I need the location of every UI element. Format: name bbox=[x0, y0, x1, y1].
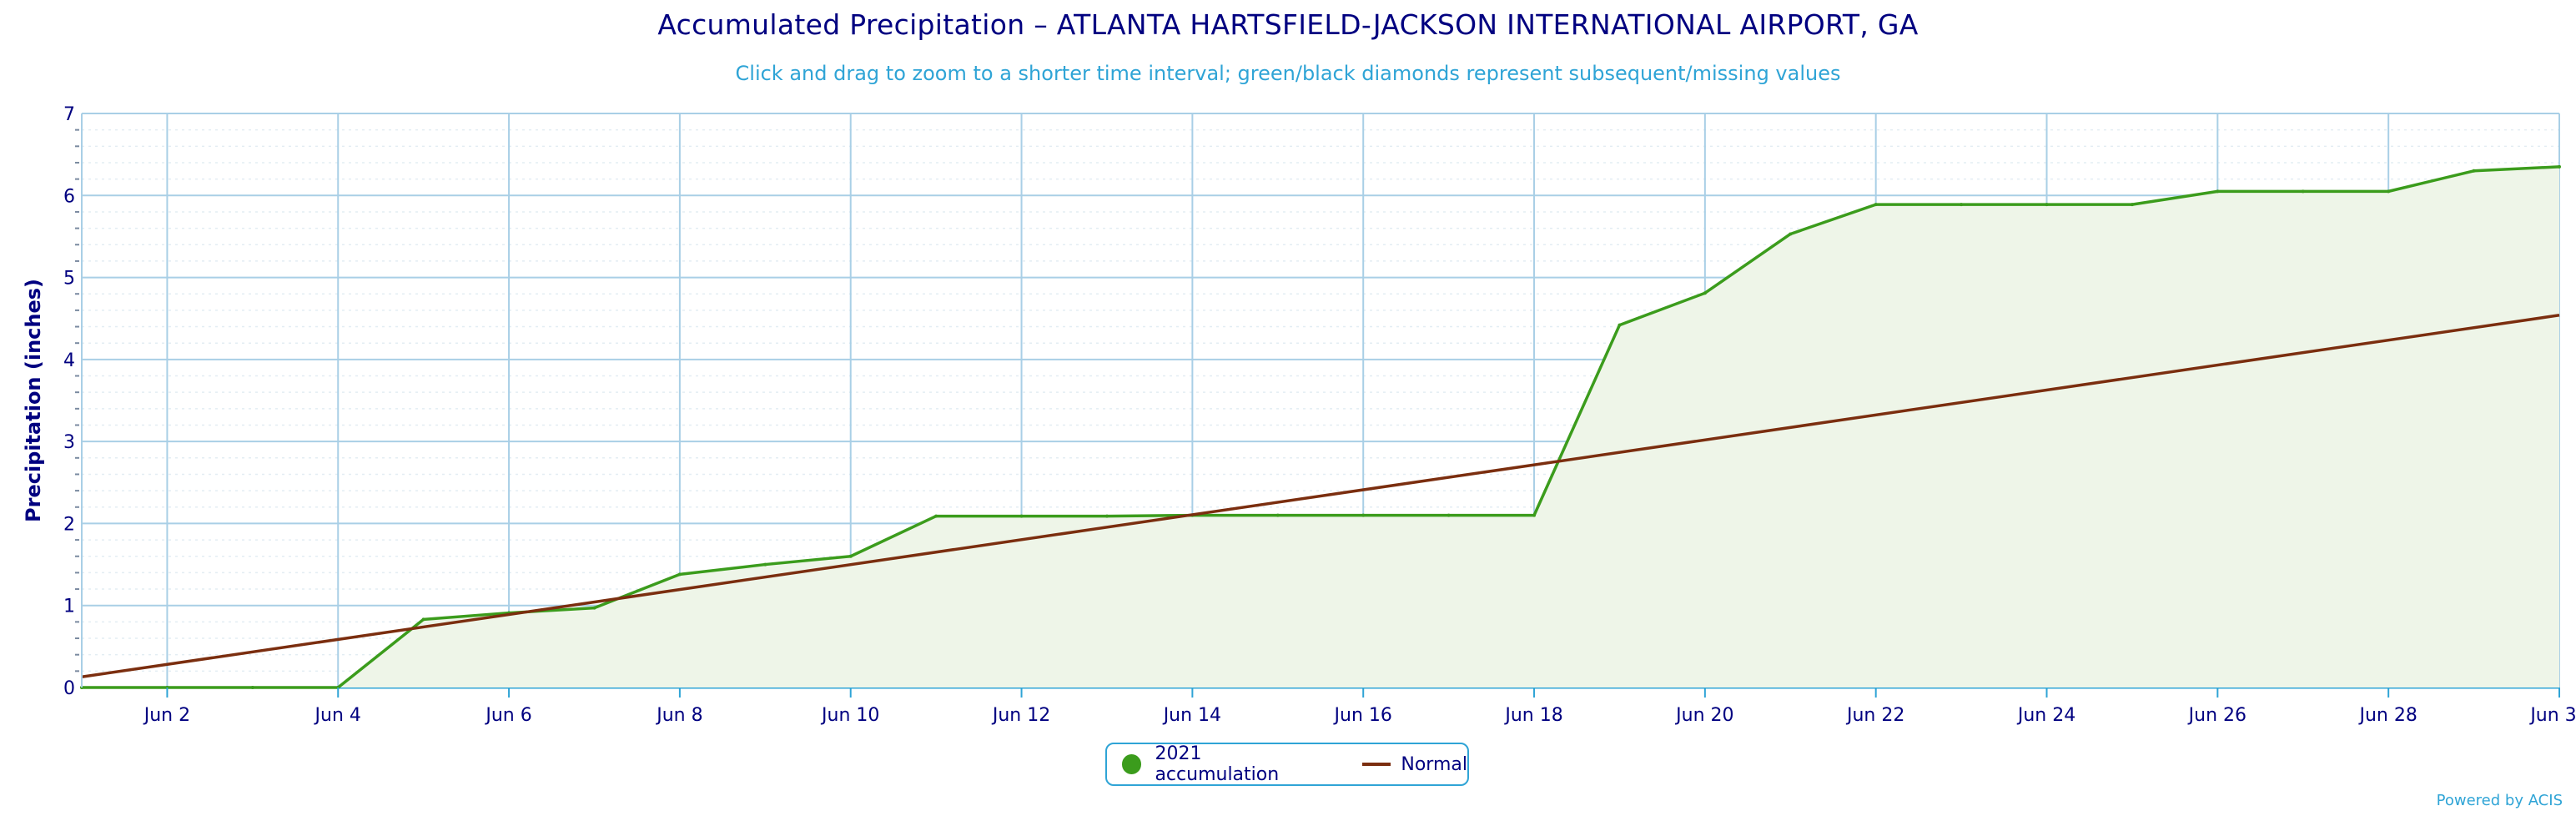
accumulation-point bbox=[2216, 189, 2220, 194]
accumulation-point bbox=[1361, 513, 1366, 517]
accumulation-point bbox=[848, 554, 853, 558]
legend-item-normal[interactable]: Normal bbox=[1362, 754, 1467, 775]
x-tick-label: Jun 14 bbox=[1162, 705, 1221, 726]
accumulation-area bbox=[82, 166, 2559, 688]
series-layer bbox=[80, 164, 2561, 689]
accumulation-point bbox=[1446, 513, 1451, 517]
accumulation-point bbox=[250, 686, 254, 689]
y-axis-label: Precipitation (inches) bbox=[22, 279, 45, 522]
credits-link[interactable]: Powered by ACIS bbox=[2436, 792, 2563, 809]
y-tick-label: 5 bbox=[63, 269, 75, 290]
chart-subtitle: Click and drag to zoom to a shorter time… bbox=[735, 62, 1841, 85]
accumulation-point bbox=[2130, 203, 2134, 207]
accumulation-point bbox=[1532, 513, 1537, 517]
accumulation-point bbox=[677, 572, 682, 577]
x-tick-label: Jun 12 bbox=[991, 705, 1050, 726]
chart-title: Accumulated Precipitation – ATLANTA HART… bbox=[657, 8, 1919, 41]
x-tick-label: Jun 2 bbox=[143, 705, 190, 726]
x-tick-label: Jun 24 bbox=[2016, 705, 2075, 726]
accumulation-point bbox=[2472, 169, 2476, 173]
accumulation-point bbox=[2558, 164, 2561, 169]
accumulation-point bbox=[1703, 291, 1707, 295]
x-tick-label: Jun 6 bbox=[484, 705, 531, 726]
y-tick-label: 2 bbox=[63, 514, 75, 535]
x-tick-label: Jun 22 bbox=[1845, 705, 1904, 726]
x-tick-label: Jun 8 bbox=[655, 705, 702, 726]
x-tick-label: Jun 20 bbox=[1674, 705, 1733, 726]
x-tick-label: Jun 18 bbox=[1503, 705, 1562, 726]
accumulation-point bbox=[1275, 513, 1280, 517]
y-tick-label: 3 bbox=[63, 432, 75, 453]
accumulation-point bbox=[1618, 323, 1622, 327]
accumulation-line bbox=[82, 165, 2560, 689]
y-tick-label: 1 bbox=[63, 597, 75, 617]
x-tick-label: Jun 10 bbox=[820, 705, 879, 726]
legend-item-accumulation[interactable]: 2021 accumulation bbox=[1122, 743, 1327, 785]
accumulation-point bbox=[1874, 203, 1878, 207]
legend-normal-marker bbox=[1362, 763, 1391, 766]
legend-accumulation-marker bbox=[1122, 754, 1142, 774]
accumulation-point bbox=[2045, 203, 2049, 207]
accumulation-point bbox=[1104, 514, 1109, 518]
x-tick-label: Jun 30 bbox=[2528, 705, 2576, 726]
legend: 2021 accumulation Normal bbox=[1105, 743, 1469, 786]
accumulation-point bbox=[421, 617, 425, 622]
legend-normal-label: Normal bbox=[1401, 753, 1467, 775]
x-tick-label: Jun 4 bbox=[314, 705, 361, 726]
x-tick-label: Jun 26 bbox=[2187, 705, 2246, 726]
y-tick-label: 0 bbox=[63, 678, 75, 699]
accumulation-point bbox=[1789, 232, 1793, 236]
accumulation-point bbox=[2301, 189, 2305, 194]
accumulation-point bbox=[2387, 189, 2391, 194]
accumulation-point bbox=[1019, 514, 1024, 518]
legend-accumulation-label: 2021 accumulation bbox=[1155, 743, 1280, 785]
accumulation-point bbox=[592, 606, 596, 610]
axes: 0 1 2 3 4 5 6 7 Jun 2 Jun 4 Jun 6 Jun 8 Jun 10 Jun 12… bbox=[63, 104, 2576, 726]
y-tick-label: 7 bbox=[63, 104, 75, 125]
accumulation-point bbox=[1960, 203, 1964, 207]
y-tick-label: 6 bbox=[63, 186, 75, 207]
y-tick-label: 4 bbox=[63, 350, 75, 371]
normal-line bbox=[81, 314, 2560, 678]
x-tick-label: Jun 16 bbox=[1333, 705, 1392, 726]
x-tick-label: Jun 28 bbox=[2357, 705, 2417, 726]
accumulation-point bbox=[763, 562, 767, 567]
accumulation-point bbox=[934, 514, 938, 518]
